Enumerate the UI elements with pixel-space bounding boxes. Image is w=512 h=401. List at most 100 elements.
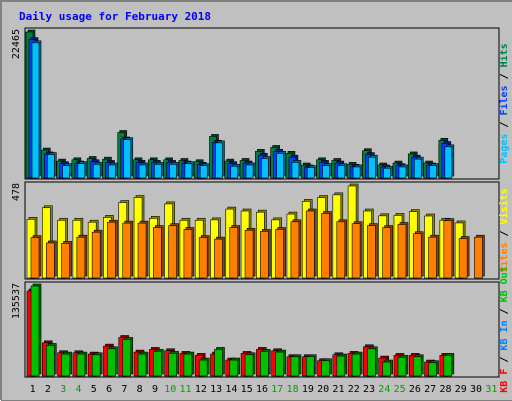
axis-legend-hits_files_pages: Pages / Files / Hits <box>498 43 510 163</box>
bar-visits_sites-sites-day-26 <box>413 234 421 278</box>
x-tick-label-day-10: 10 <box>164 384 176 395</box>
bar-kbytes-kb-out-day-3 <box>62 354 70 376</box>
bar-visits_sites-sites-day-15 <box>245 230 253 278</box>
bar-kbytes-kb-out-day-2 <box>46 345 54 376</box>
x-tick-label-day-17: 17 <box>271 384 283 395</box>
x-tick-label-day-8: 8 <box>137 384 143 395</box>
bar-kbytes-kb-out-day-1 <box>31 286 39 376</box>
bar-hits_files_pages-pages-day-15 <box>246 165 253 178</box>
bar-hits_files_pages-pages-day-27 <box>430 166 437 178</box>
bar-hits_files_pages-pages-day-6 <box>108 165 115 178</box>
bar-hits_files_pages-pages-day-12 <box>200 166 207 178</box>
axis-legend-part-visits_sites-2: Visits <box>498 188 510 224</box>
bar-visits_sites-sites-day-2 <box>46 243 54 278</box>
bar-hits_files_pages-pages-day-23 <box>368 157 375 178</box>
x-tick-label-day-21: 21 <box>332 384 344 395</box>
bar-kbytes-kb-out-day-23 <box>367 349 375 376</box>
bar-hits_files_pages-pages-day-3 <box>63 166 70 178</box>
bar-visits_sites-sites-day-27 <box>429 237 437 278</box>
bar-visits_sites-sites-day-23 <box>367 226 375 278</box>
bar-kbytes-kb-out-day-26 <box>413 357 421 376</box>
bar-hits_files_pages-pages-day-11 <box>185 164 192 178</box>
bar-kbytes-kb-out-day-12 <box>199 360 207 376</box>
bar-visits_sites-sites-day-9 <box>153 228 161 278</box>
bar-hits_files_pages-pages-day-1 <box>32 43 39 178</box>
bar-kbytes-kb-out-day-21 <box>337 356 345 376</box>
bar-kbytes-kb-out-day-25 <box>398 357 406 376</box>
x-tick-label-day-3: 3 <box>60 384 66 395</box>
x-tick-label-day-15: 15 <box>241 384 253 395</box>
axis-legend-part-kbytes-1: / <box>499 351 510 369</box>
x-tick-label-day-22: 22 <box>348 384 360 395</box>
axis-legend-part-hits_files_pages-2: Files <box>498 85 510 115</box>
bar-kbytes-kb-out-day-15 <box>245 355 253 376</box>
x-tick-label-day-5: 5 <box>91 384 97 395</box>
bar-visits_sites-sites-day-1 <box>31 238 39 278</box>
x-tick-label-day-30: 30 <box>470 384 482 395</box>
bar-hits_files_pages-pages-day-8 <box>139 165 146 178</box>
bar-visits_sites-sites-day-21 <box>337 222 345 278</box>
bar-kbytes-kb-out-day-13 <box>214 349 222 376</box>
x-tick-label-day-27: 27 <box>424 384 436 395</box>
bar-kbytes-kb-out-day-24 <box>383 362 391 376</box>
max-label-kbytes: 135537 <box>11 283 22 319</box>
axis-legend-part-hits_files_pages-1: / <box>499 116 510 134</box>
bar-hits_files_pages-pages-day-19 <box>307 168 314 178</box>
axis-legend-part-hits_files_pages-4: Hits <box>498 43 510 67</box>
bar-visits_sites-sites-day-30 <box>474 237 482 278</box>
bar-hits_files_pages-pages-day-24 <box>384 168 391 178</box>
max-label-hits_files_pages: 22465 <box>11 29 22 59</box>
bar-visits_sites-sites-day-12 <box>199 238 207 278</box>
bar-kbytes-kb-out-day-8 <box>138 354 146 376</box>
bar-hits_files_pages-pages-day-7 <box>124 140 131 178</box>
bar-visits_sites-sites-day-29 <box>459 239 467 278</box>
bar-kbytes-kb-out-day-18 <box>291 357 299 376</box>
bar-hits_files_pages-pages-day-28 <box>445 147 452 178</box>
bar-hits_files_pages-pages-day-21 <box>338 166 345 178</box>
axis-legend-part-hits_files_pages-3: / <box>499 67 510 85</box>
bar-kbytes-kb-out-day-20 <box>322 361 330 376</box>
bar-hits_files_pages-pages-day-17 <box>277 153 284 178</box>
bar-visits_sites-sites-day-16 <box>260 231 268 278</box>
bar-visits_sites-sites-day-17 <box>276 229 284 278</box>
x-tick-label-day-11: 11 <box>180 384 192 395</box>
bar-hits_files_pages-pages-day-20 <box>323 166 330 178</box>
bar-kbytes-kb-out-day-10 <box>169 353 177 376</box>
bar-kbytes-kb-out-day-28 <box>444 355 452 376</box>
bar-kbytes-kb-out-day-6 <box>107 349 115 376</box>
bar-visits_sites-sites-day-10 <box>169 226 177 278</box>
bar-visits_sites-sites-day-6 <box>107 222 115 278</box>
bar-kbytes-kb-out-day-14 <box>230 360 238 376</box>
x-tick-label-day-18: 18 <box>287 384 299 395</box>
bar-hits_files_pages-pages-day-10 <box>170 164 177 178</box>
x-tick-label-day-29: 29 <box>455 384 467 395</box>
max-label-visits_sites: 478 <box>11 183 22 201</box>
axis-legend-part-kbytes-2: KB In <box>499 320 510 350</box>
bar-visits_sites-sites-day-22 <box>352 224 360 278</box>
x-tick-label-day-16: 16 <box>256 384 268 395</box>
x-tick-label-day-14: 14 <box>225 384 237 395</box>
x-tick-label-day-20: 20 <box>317 384 329 395</box>
bar-kbytes-kb-out-day-16 <box>260 351 268 376</box>
bar-hits_files_pages-pages-day-16 <box>261 159 268 178</box>
x-tick-label-day-25: 25 <box>394 384 406 395</box>
bar-kbytes-kb-out-day-11 <box>184 354 192 376</box>
x-tick-label-day-6: 6 <box>106 384 112 395</box>
bar-hits_files_pages-pages-day-2 <box>47 155 54 178</box>
bar-kbytes-kb-out-day-5 <box>92 355 100 376</box>
axis-legend-part-kbytes-0: KB F <box>499 369 510 393</box>
bar-visits_sites-sites-day-8 <box>138 223 146 278</box>
bar-visits_sites-sites-day-25 <box>398 224 406 278</box>
bar-kbytes-kb-out-day-4 <box>77 354 85 376</box>
axis-legend-part-kbytes-4: KB Out <box>499 266 510 302</box>
x-tick-label-day-13: 13 <box>210 384 222 395</box>
bar-kbytes-kb-out-day-27 <box>429 363 437 376</box>
bar-hits_files_pages-pages-day-26 <box>414 159 421 178</box>
bar-kbytes-kb-out-day-9 <box>153 351 161 376</box>
bar-visits_sites-sites-day-5 <box>92 232 100 278</box>
x-tick-label-day-19: 19 <box>302 384 314 395</box>
